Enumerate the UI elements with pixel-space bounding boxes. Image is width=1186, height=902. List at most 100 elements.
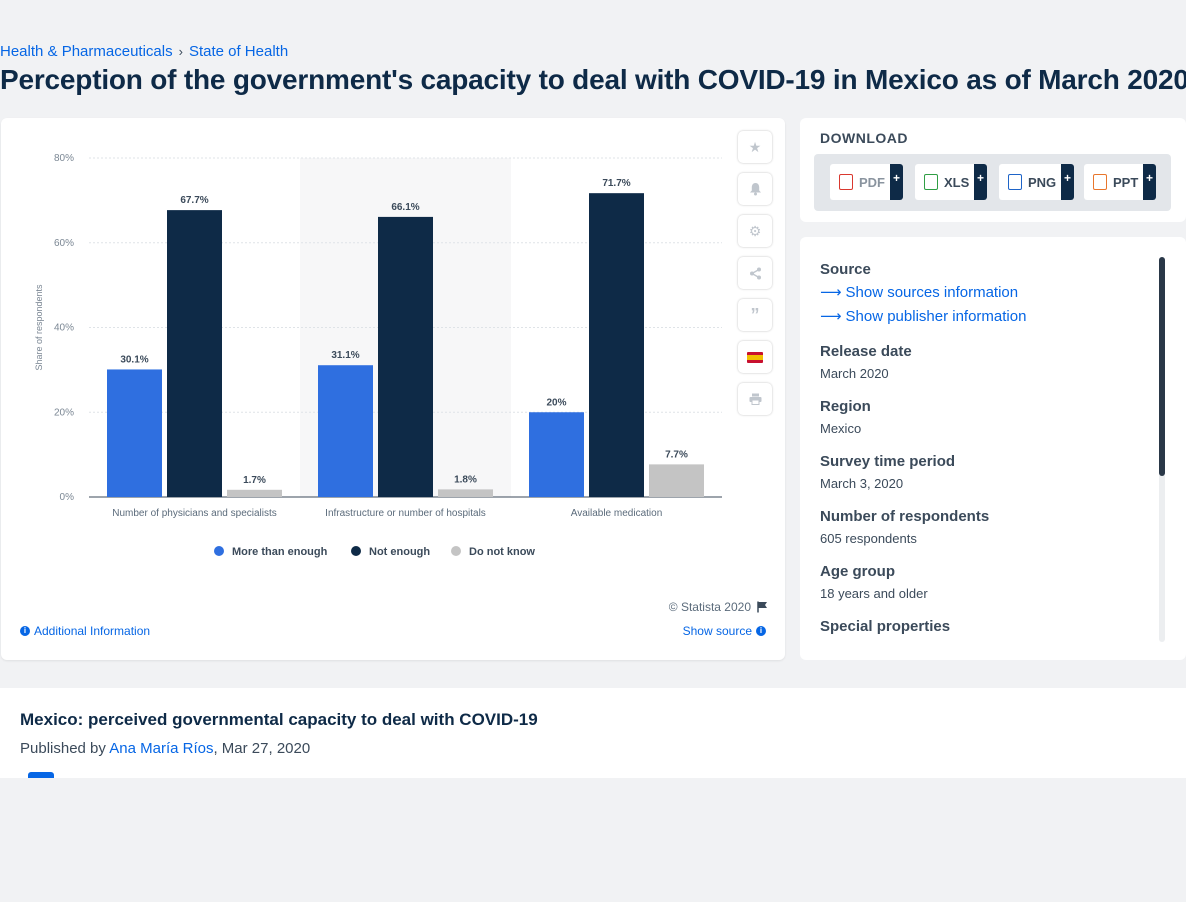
copyright-notice: © Statista 2020 bbox=[669, 600, 768, 614]
download-png-plus[interactable]: + bbox=[1061, 164, 1074, 200]
arrow-right-icon: ⟶ bbox=[820, 284, 842, 301]
download-button-group: PDF + XLS + PNG + PPT + bbox=[814, 154, 1171, 211]
source-section: Source ⟶ Show sources information ⟶ Show… bbox=[820, 261, 1026, 325]
chart-card: 0% 20% 40% 60% 80% Share of respondents 30.1% 6… bbox=[1, 118, 785, 660]
data-label: 1.7% bbox=[243, 475, 266, 486]
download-pdf-button[interactable]: PDF + bbox=[830, 164, 903, 200]
pdf-file-icon bbox=[839, 174, 853, 190]
survey-period-value: March 3, 2020 bbox=[820, 476, 904, 491]
share-button[interactable] bbox=[738, 257, 772, 289]
x-category-label: Available medication bbox=[571, 508, 663, 519]
download-ppt-label: PPT bbox=[1113, 174, 1139, 190]
settings-button[interactable]: ⚙ bbox=[738, 215, 772, 247]
breadcrumb-item-state-of-health[interactable]: State of Health bbox=[188, 43, 289, 60]
download-ppt-plus[interactable]: + bbox=[1143, 164, 1156, 200]
release-date-section: Release date March 2020 bbox=[820, 343, 912, 381]
additional-information-link[interactable]: i Additional Information bbox=[20, 624, 150, 638]
download-png-label: PNG bbox=[1028, 174, 1057, 190]
respondents-section: Number of respondents 605 respondents bbox=[820, 508, 989, 546]
download-pdf-plus[interactable]: + bbox=[890, 164, 903, 200]
show-source-link[interactable]: Show source i bbox=[683, 624, 766, 638]
publication-card: Mexico: perceived governmental capacity … bbox=[0, 688, 1186, 782]
star-icon: ★ bbox=[748, 138, 762, 155]
favorite-button[interactable]: ★ bbox=[738, 131, 772, 163]
statistic-details-panel: Source ⟶ Show sources information ⟶ Show… bbox=[800, 237, 1186, 660]
age-group-section: Age group 18 years and older bbox=[820, 563, 928, 601]
respondents-value: 605 respondents bbox=[820, 531, 917, 546]
y-tick-label: 80% bbox=[54, 153, 74, 164]
region-section: Region Mexico bbox=[820, 398, 871, 436]
survey-period-section: Survey time period March 3, 2020 bbox=[820, 453, 955, 491]
bar-do-not-know bbox=[227, 489, 282, 497]
data-label: 67.7% bbox=[180, 195, 208, 206]
author-link[interactable]: Ana María Ríos bbox=[109, 740, 214, 757]
x-category-label: Number of physicians and specialists bbox=[112, 508, 277, 519]
download-xls-button[interactable]: XLS + bbox=[915, 164, 987, 200]
download-panel: DOWNLOAD PDF + XLS + PNG + PPT + bbox=[800, 118, 1186, 222]
y-axis-label: Share of respondents bbox=[34, 284, 44, 371]
bar-do-not-know bbox=[649, 464, 704, 497]
print-icon bbox=[749, 393, 761, 405]
print-button[interactable] bbox=[738, 383, 772, 415]
language-button[interactable] bbox=[738, 341, 772, 373]
publication-date: , Mar 27, 2020 bbox=[213, 740, 311, 757]
spain-flag-icon bbox=[747, 351, 763, 363]
ppt-file-icon bbox=[1093, 174, 1107, 190]
notification-button[interactable] bbox=[738, 173, 772, 205]
publication-byline: Published by Ana María Ríos, Mar 27, 202… bbox=[20, 740, 310, 757]
bar-more-than-enough bbox=[318, 365, 373, 497]
breadcrumb-separator: › bbox=[178, 44, 183, 59]
show-sources-link[interactable]: ⟶ Show sources information bbox=[820, 283, 1026, 302]
bell-icon bbox=[749, 183, 761, 196]
download-xls-plus[interactable]: + bbox=[974, 164, 987, 200]
breadcrumb-item-health[interactable]: Health & Pharmaceuticals bbox=[0, 43, 173, 60]
content-tab-marker[interactable] bbox=[28, 772, 54, 782]
lower-page-background bbox=[0, 778, 1186, 902]
special-properties-section: Special properties bbox=[820, 618, 950, 635]
chart-toolbar: ★ ⚙ ” bbox=[738, 131, 774, 425]
download-pdf-label: PDF bbox=[859, 174, 885, 190]
info-icon: i bbox=[756, 626, 766, 636]
flag-report-icon[interactable] bbox=[757, 601, 768, 613]
source-label: Source bbox=[820, 261, 871, 278]
data-label: 71.7% bbox=[602, 178, 630, 189]
page-title: Perception of the government's capacity … bbox=[0, 64, 1186, 95]
show-publisher-link[interactable]: ⟶ Show publisher information bbox=[820, 307, 1026, 326]
show-sources-label: Show sources information bbox=[845, 283, 1019, 301]
data-label: 66.1% bbox=[391, 202, 419, 213]
published-by-label: Published by bbox=[20, 740, 106, 757]
legend-marker bbox=[214, 546, 224, 556]
download-ppt-button[interactable]: PPT + bbox=[1084, 164, 1156, 200]
xls-file-icon bbox=[924, 174, 938, 190]
gear-icon: ⚙ bbox=[748, 222, 762, 239]
y-tick-label: 60% bbox=[54, 238, 74, 249]
png-file-icon bbox=[1008, 174, 1022, 190]
download-png-button[interactable]: PNG + bbox=[999, 164, 1074, 200]
bar-more-than-enough bbox=[529, 412, 584, 497]
details-scrollbar-thumb[interactable] bbox=[1159, 257, 1165, 476]
details-scrollbar[interactable] bbox=[1159, 257, 1165, 642]
x-category-label: Infrastructure or number of hospitals bbox=[325, 508, 486, 519]
publication-title: Mexico: perceived governmental capacity … bbox=[20, 710, 538, 729]
data-label: 7.7% bbox=[665, 449, 688, 460]
breadcrumb: Health & Pharmaceuticals › State of Heal… bbox=[0, 43, 288, 60]
legend-label: Do not know bbox=[469, 546, 535, 558]
legend-marker bbox=[351, 546, 361, 556]
data-label: 30.1% bbox=[120, 354, 148, 365]
region-value: Mexico bbox=[820, 421, 862, 436]
share-icon bbox=[749, 267, 761, 279]
cite-button[interactable]: ” bbox=[738, 299, 772, 331]
copyright-text: © Statista 2020 bbox=[668, 600, 751, 614]
bar-chart: 0% 20% 40% 60% 80% Share of respondents 30.1% 6… bbox=[34, 153, 722, 558]
bar-more-than-enough bbox=[107, 369, 162, 497]
legend-label: Not enough bbox=[369, 546, 430, 558]
release-date-value: March 2020 bbox=[820, 366, 889, 381]
download-title: DOWNLOAD bbox=[820, 130, 908, 146]
data-label: 20% bbox=[546, 397, 566, 408]
show-source-label: Show source bbox=[682, 624, 752, 638]
bar-do-not-know bbox=[438, 489, 493, 497]
respondents-label: Number of respondents bbox=[820, 508, 990, 525]
special-properties-label: Special properties bbox=[820, 618, 951, 635]
bar-not-enough bbox=[589, 193, 644, 497]
y-tick-label: 0% bbox=[60, 492, 75, 503]
